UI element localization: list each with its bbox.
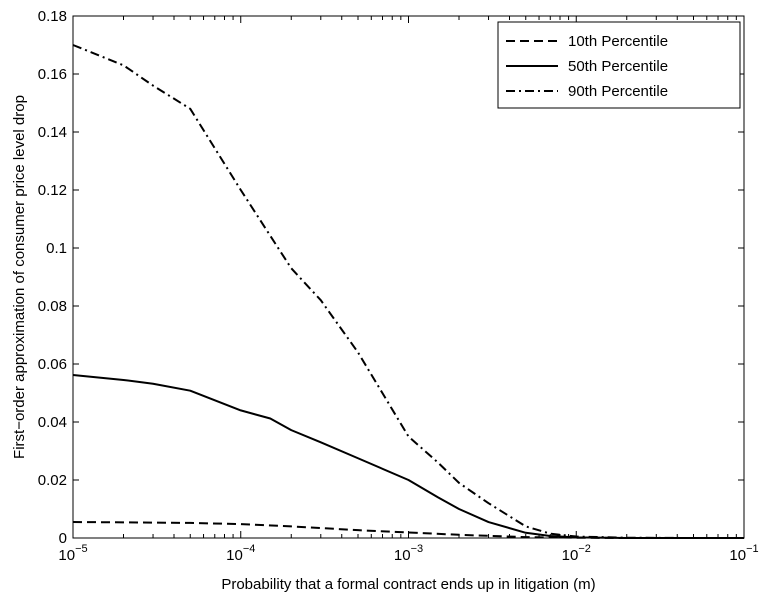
x-tick-label: 10−1 [729,543,758,564]
y-axis-title: First−order approximation of consumer pr… [11,95,28,459]
y-tick-label: 0.12 [38,182,67,199]
y-tick-label: 0.04 [38,414,67,431]
y-tick-label: 0.06 [38,356,67,373]
legend-label-1: 10th Percentile [568,33,668,50]
legend-label-3: 90th Percentile [568,83,668,100]
y-tick-label: 0.18 [38,8,67,25]
axes-box [72,15,745,539]
x-tick-exponent: −5 [75,543,88,555]
x-tick-exponent: −4 [243,543,256,555]
x-tick-base: 10 [562,547,579,564]
x-tick-label: 10−3 [394,543,423,564]
x-axis-title: Probability that a formal contract ends … [221,576,595,593]
x-tick-label: 10−4 [226,543,255,564]
x-tick-base: 10 [729,547,746,564]
x-tick-exponent: −3 [411,543,424,555]
legend: 10th Percentile 50th Percentile 90th Perce… [497,21,741,109]
x-tick-exponent: −2 [578,543,591,555]
y-tick-label: 0 [59,530,67,547]
x-tick-label: 10−2 [562,543,591,564]
y-tick-label: 0.14 [38,124,67,141]
legend-label-2: 50th Percentile [568,58,668,75]
ticks-group: 00.020.040.060.080.10.120.140.160.1810−5… [38,8,759,564]
x-tick-base: 10 [394,547,411,564]
y-tick-label: 0.1 [46,240,67,257]
x-tick-exponent: −1 [746,543,759,555]
x-tick-base: 10 [58,547,75,564]
x-tick-label: 10−5 [58,543,87,564]
y-tick-label: 0.02 [38,472,67,489]
y-tick-label: 0.16 [38,66,67,83]
y-tick-label: 0.08 [38,298,67,315]
x-tick-base: 10 [226,547,243,564]
